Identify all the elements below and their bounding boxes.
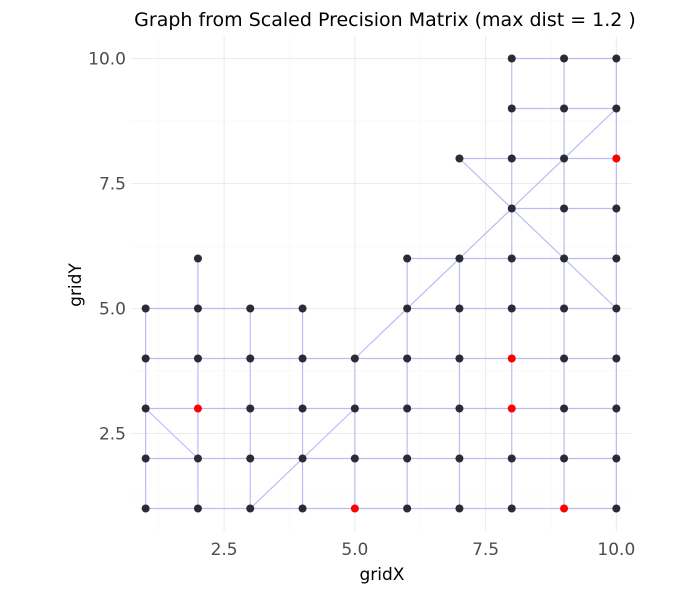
data-point bbox=[298, 404, 307, 413]
data-point bbox=[612, 504, 621, 513]
data-point bbox=[193, 304, 202, 313]
highlighted-point bbox=[560, 504, 569, 513]
data-point bbox=[507, 104, 516, 113]
highlighted-point bbox=[612, 154, 621, 163]
data-point bbox=[560, 404, 569, 413]
highlighted-point bbox=[507, 354, 516, 363]
data-point bbox=[246, 454, 255, 463]
graph-edge bbox=[459, 158, 617, 309]
data-point bbox=[193, 354, 202, 363]
highlighted-point bbox=[507, 404, 516, 413]
y-tick-label: 10.0 bbox=[88, 50, 126, 70]
data-point bbox=[612, 104, 621, 113]
data-point bbox=[560, 54, 569, 63]
data-point bbox=[612, 404, 621, 413]
data-point bbox=[560, 254, 569, 263]
data-point bbox=[612, 354, 621, 363]
data-point bbox=[141, 454, 150, 463]
data-point bbox=[403, 304, 412, 313]
data-point bbox=[455, 504, 464, 513]
data-point bbox=[507, 504, 516, 513]
data-point bbox=[350, 354, 359, 363]
data-point bbox=[560, 304, 569, 313]
data-point bbox=[612, 204, 621, 213]
data-point bbox=[612, 454, 621, 463]
data-point bbox=[298, 504, 307, 513]
data-point bbox=[612, 54, 621, 63]
data-point bbox=[403, 354, 412, 363]
data-point bbox=[560, 154, 569, 163]
data-point bbox=[246, 354, 255, 363]
data-point bbox=[193, 504, 202, 513]
x-tick-label: 7.5 bbox=[472, 540, 499, 560]
data-point bbox=[455, 304, 464, 313]
y-tick-label: 7.5 bbox=[99, 175, 126, 195]
data-point bbox=[612, 304, 621, 313]
chart-title: Graph from Scaled Precision Matrix (max … bbox=[134, 9, 636, 31]
data-point bbox=[403, 454, 412, 463]
data-point bbox=[350, 404, 359, 413]
data-point bbox=[141, 304, 150, 313]
data-point bbox=[507, 254, 516, 263]
data-point bbox=[298, 354, 307, 363]
data-point bbox=[560, 204, 569, 213]
points bbox=[141, 54, 621, 513]
x-tick-label: 10.0 bbox=[597, 540, 635, 560]
data-point bbox=[350, 454, 359, 463]
data-point bbox=[612, 254, 621, 263]
grid-lines bbox=[131, 36, 631, 531]
highlighted-point bbox=[350, 504, 359, 513]
data-point bbox=[507, 204, 516, 213]
data-point bbox=[141, 404, 150, 413]
y-axis-title: gridY bbox=[66, 263, 86, 307]
data-point bbox=[141, 354, 150, 363]
data-point bbox=[403, 504, 412, 513]
data-point bbox=[141, 504, 150, 513]
y-tick-label: 5.0 bbox=[99, 300, 126, 320]
data-point bbox=[560, 354, 569, 363]
x-axis-title: gridX bbox=[360, 565, 405, 585]
data-point bbox=[298, 454, 307, 463]
data-point bbox=[193, 454, 202, 463]
data-point bbox=[246, 304, 255, 313]
data-point bbox=[560, 104, 569, 113]
data-point bbox=[298, 304, 307, 313]
graph-edge bbox=[354, 108, 617, 359]
data-point bbox=[455, 454, 464, 463]
data-point bbox=[507, 54, 516, 63]
data-point bbox=[507, 154, 516, 163]
data-point bbox=[403, 254, 412, 263]
data-point bbox=[507, 454, 516, 463]
data-point bbox=[455, 354, 464, 363]
axes: 2.5 5.0 7.5 10.0 2.5 5.0 7.5 10.0 bbox=[88, 50, 635, 561]
x-tick-label: 5.0 bbox=[341, 540, 368, 560]
data-point bbox=[455, 404, 464, 413]
data-point bbox=[246, 404, 255, 413]
x-tick-label: 2.5 bbox=[211, 540, 238, 560]
data-point bbox=[507, 304, 516, 313]
data-point bbox=[193, 254, 202, 263]
data-point bbox=[403, 404, 412, 413]
y-tick-label: 2.5 bbox=[99, 425, 126, 445]
data-point bbox=[455, 154, 464, 163]
data-point bbox=[246, 504, 255, 513]
edges bbox=[145, 57, 617, 510]
highlighted-point bbox=[193, 404, 202, 413]
data-point bbox=[455, 254, 464, 263]
graph-edge bbox=[145, 408, 199, 459]
data-point bbox=[560, 454, 569, 463]
